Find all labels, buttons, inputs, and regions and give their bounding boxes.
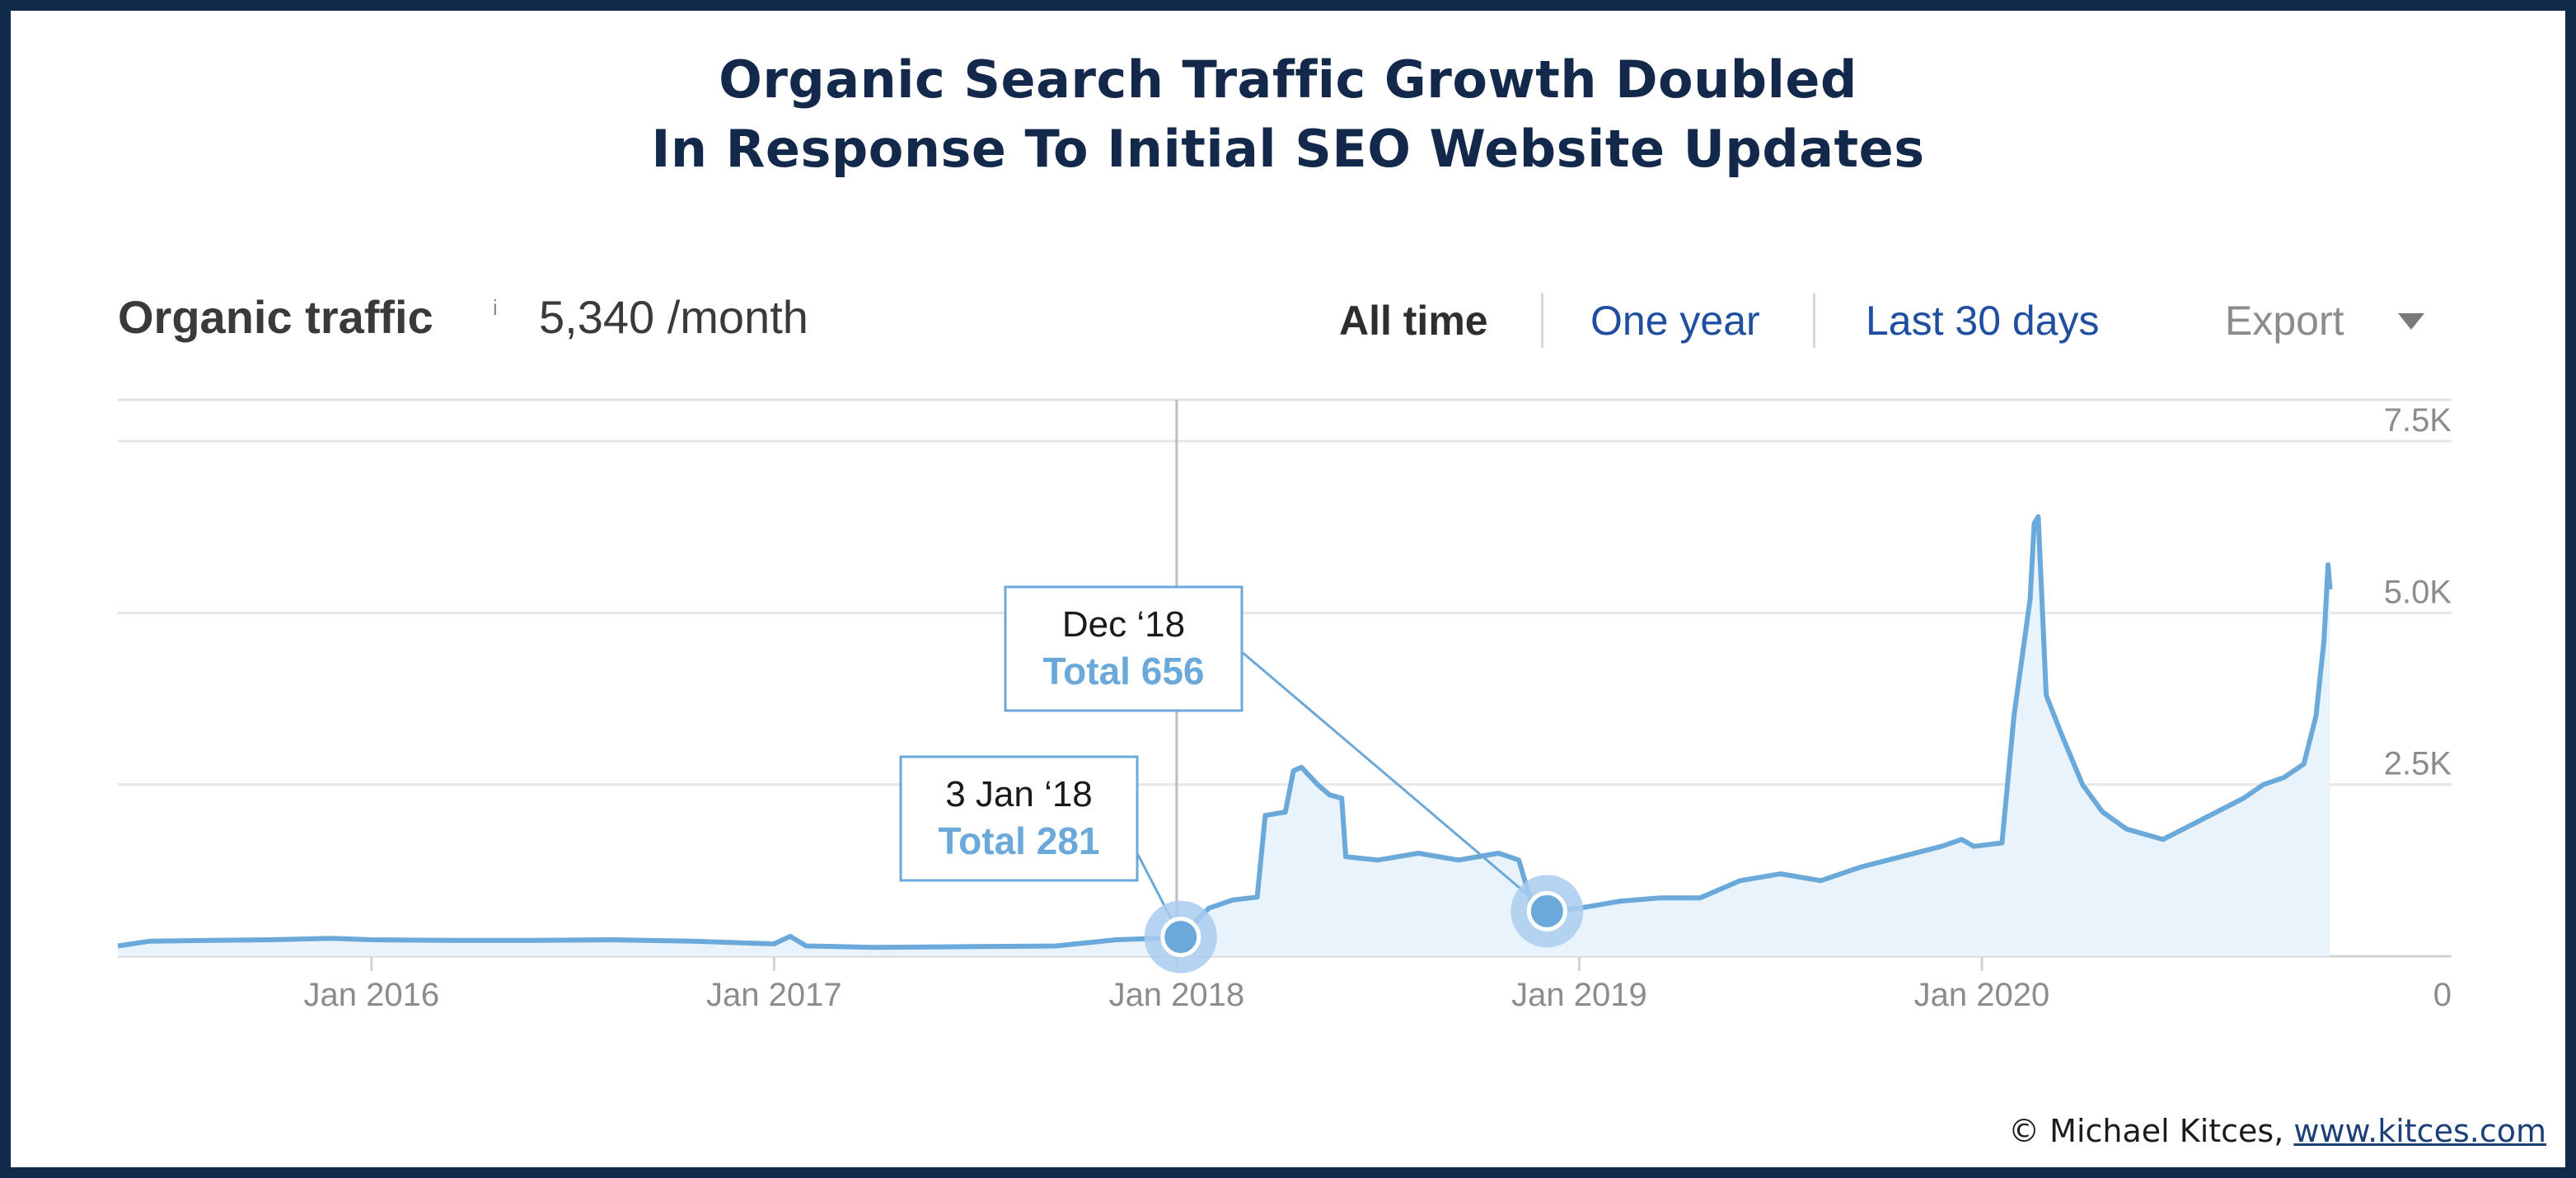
tab-one-year[interactable]: One year — [1590, 298, 1760, 344]
annotation-date: 3 Jan ‘18 — [945, 774, 1093, 814]
credit-text: © Michael Kitces, — [2008, 1113, 2294, 1149]
annotation-box — [899, 755, 1139, 882]
copyright-credit: © Michael Kitces, www.kitces.com — [2008, 1113, 2546, 1149]
export-button[interactable]: Export — [2225, 298, 2344, 344]
metric-value: 5,340 /month — [539, 291, 808, 343]
series-area — [118, 516, 2330, 956]
tab-separator — [1813, 293, 1815, 348]
tab-last-30-days[interactable]: Last 30 days — [1866, 298, 2100, 344]
chevron-down-icon[interactable] — [2398, 313, 2424, 330]
x-tick-label: Jan 2019 — [1511, 977, 1647, 1013]
y-tick-label: 0 — [2433, 977, 2452, 1013]
metric-label: Organic traffic — [118, 291, 433, 343]
data-point-marker — [1526, 890, 1567, 932]
tab-all-time[interactable]: All time — [1339, 298, 1488, 344]
x-tick-label: Jan 2018 — [1109, 977, 1245, 1013]
y-tick-label: 5.0K — [2384, 574, 2452, 610]
y-tick-label: 7.5K — [2384, 402, 2452, 439]
annotation-total: Total 281 — [939, 819, 1100, 862]
x-tick-label: Jan 2016 — [303, 977, 439, 1013]
figure-title: Organic Search Traffic Growth Doubled In… — [0, 45, 2576, 184]
data-point-marker — [1160, 917, 1201, 958]
y-tick-label: 2.5K — [2384, 746, 2452, 782]
credit-link[interactable]: www.kitces.com — [2293, 1113, 2546, 1149]
tab-separator — [1541, 293, 1543, 348]
info-icon[interactable]: i — [493, 295, 498, 320]
title-line-2: In Response To Initial SEO Website Updat… — [651, 119, 1925, 179]
annotation-box — [1004, 585, 1244, 712]
x-tick-label: Jan 2017 — [706, 977, 842, 1013]
series-line — [117, 514, 2333, 950]
x-tick-label: Jan 2020 — [1914, 977, 2050, 1013]
annotation-total: Total 656 — [1043, 650, 1205, 692]
title-line-1: Organic Search Traffic Growth Doubled — [719, 49, 1857, 110]
annotation-leader — [1235, 645, 1548, 913]
annotation-date: Dec ‘18 — [1062, 604, 1185, 645]
